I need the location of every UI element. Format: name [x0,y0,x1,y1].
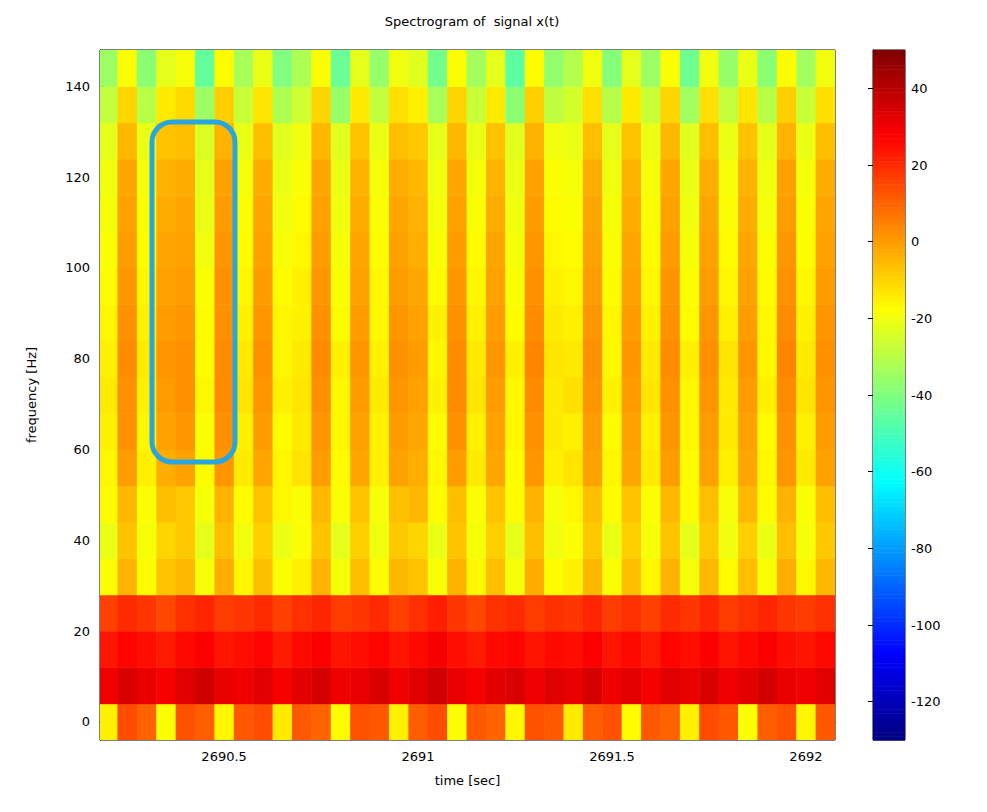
svg-text:40: 40 [911,81,928,96]
svg-text:frequency [Hz]: frequency [Hz] [24,347,39,443]
svg-text:Spectrogram of signal x(t): Spectrogram of signal x(t) [385,14,559,29]
svg-text:40: 40 [73,533,90,548]
svg-text:2690.5: 2690.5 [201,749,247,764]
svg-text:0: 0 [82,714,90,729]
svg-text:20: 20 [911,158,928,173]
svg-text:-100: -100 [911,618,941,633]
svg-text:-120: -120 [911,694,941,709]
svg-text:20: 20 [73,624,90,639]
svg-text:-80: -80 [911,541,932,556]
svg-text:0: 0 [911,234,919,249]
svg-text:2691.5: 2691.5 [589,749,635,764]
svg-text:120: 120 [65,170,90,185]
svg-text:2692: 2692 [789,749,822,764]
svg-text:80: 80 [73,351,90,366]
svg-text:-60: -60 [911,464,932,479]
svg-text:140: 140 [65,79,90,94]
svg-text:2691: 2691 [402,749,435,764]
svg-text:60: 60 [73,442,90,457]
svg-text:-20: -20 [911,311,932,326]
svg-text:100: 100 [65,260,90,275]
svg-text:-40: -40 [911,388,932,403]
svg-text:time [sec]: time [sec] [435,773,501,788]
